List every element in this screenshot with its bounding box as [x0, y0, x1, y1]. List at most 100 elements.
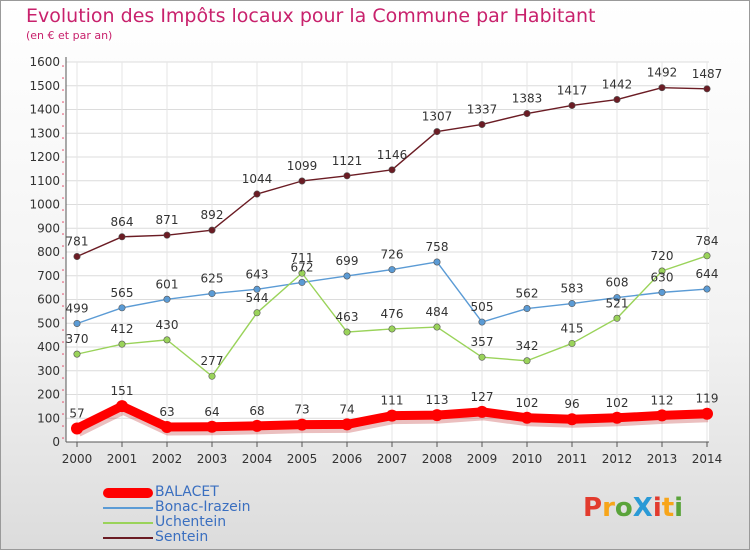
axis-dot	[62, 437, 64, 439]
data-point	[341, 418, 353, 431]
x-tick-label: 2002	[152, 452, 183, 466]
data-label: 1383	[512, 92, 543, 106]
axis-dot	[62, 209, 64, 211]
y-tick-label: 1500	[29, 79, 60, 93]
data-label: 1417	[557, 83, 588, 97]
data-label: 544	[246, 291, 269, 305]
y-tick-label: 1300	[29, 126, 60, 140]
chart-title: Evolution des Impôts locaux pour la Comm…	[26, 5, 596, 27]
data-label: 342	[516, 339, 539, 353]
data-point	[568, 339, 576, 347]
data-label: 68	[249, 404, 264, 418]
data-point	[161, 421, 173, 434]
axis-dot	[62, 161, 64, 163]
data-label: 113	[426, 393, 449, 407]
axis-dot	[62, 149, 64, 151]
data-label: 1487	[692, 67, 723, 81]
data-label: 1307	[422, 110, 453, 124]
y-tick-label: 600	[37, 293, 60, 307]
data-label: 565	[111, 286, 134, 300]
data-point	[116, 400, 128, 413]
y-tick-label: 200	[37, 388, 60, 402]
axis-dot	[62, 317, 64, 319]
legend-swatch	[103, 522, 153, 524]
data-label: 608	[606, 276, 629, 290]
data-point	[478, 353, 486, 361]
data-point	[73, 350, 81, 358]
data-label: 1044	[242, 172, 273, 186]
y-tick-label: 1200	[29, 150, 60, 164]
x-tick-label: 2011	[557, 452, 588, 466]
y-tick-label: 100	[37, 411, 60, 425]
axis-dot	[62, 365, 64, 367]
axis-dot	[62, 77, 64, 79]
data-point	[343, 328, 351, 336]
data-label: 64	[204, 405, 219, 419]
axis-dot	[62, 245, 64, 247]
data-label: 583	[561, 282, 584, 296]
axis-dot	[62, 377, 64, 379]
x-tick-label: 2013	[647, 452, 678, 466]
data-label: 119	[696, 392, 719, 406]
data-label: 1442	[602, 78, 633, 92]
data-label: 758	[426, 240, 449, 254]
x-tick-label: 2008	[422, 452, 453, 466]
data-point	[298, 269, 306, 277]
legend-label: Uchentein	[155, 514, 227, 530]
legend-label: Bonac-Irazein	[155, 499, 251, 515]
data-point	[388, 266, 396, 274]
axis-dot	[62, 125, 64, 127]
data-point	[658, 288, 666, 296]
data-point	[478, 318, 486, 326]
data-label: 112	[651, 393, 674, 407]
axis-dot	[62, 257, 64, 259]
data-label: 720	[651, 249, 674, 263]
data-point	[343, 172, 351, 180]
data-point	[386, 409, 398, 422]
data-point	[251, 419, 263, 432]
axis-dot	[62, 137, 64, 139]
legend-label: BALACET	[155, 484, 219, 500]
data-label: 63	[159, 405, 174, 419]
x-tick-label: 2012	[602, 452, 633, 466]
data-label: 864	[111, 215, 134, 229]
data-label: 562	[516, 287, 539, 301]
data-label: 102	[516, 396, 539, 410]
data-label: 151	[111, 384, 134, 398]
data-point	[566, 413, 578, 426]
y-tick-label: 400	[37, 340, 60, 354]
data-label: 521	[606, 296, 629, 310]
data-label: 484	[426, 305, 449, 319]
data-point	[253, 190, 261, 198]
data-label: 430	[156, 318, 179, 332]
data-label: 601	[156, 277, 179, 291]
data-label: 726	[381, 248, 404, 262]
data-label: 412	[111, 322, 134, 336]
legend-swatch	[103, 507, 153, 509]
data-label: 357	[471, 335, 494, 349]
data-point	[568, 300, 576, 308]
data-point	[118, 304, 126, 312]
data-point	[298, 177, 306, 185]
data-label: 625	[201, 272, 224, 286]
data-point	[613, 294, 621, 302]
data-label: 102	[606, 396, 629, 410]
data-label: 499	[66, 301, 89, 315]
axis-dot	[62, 197, 64, 199]
axis-dot	[62, 305, 64, 307]
data-point	[433, 258, 441, 266]
data-point	[298, 278, 306, 286]
axis-dot	[62, 353, 64, 355]
axis-dot	[62, 65, 64, 67]
x-tick-label: 2000	[62, 452, 93, 466]
data-label: 370	[66, 332, 89, 346]
data-label: 784	[696, 234, 719, 248]
y-tick-label: 800	[37, 245, 60, 259]
data-point	[703, 85, 711, 93]
y-tick-label: 1100	[29, 174, 60, 188]
data-point	[206, 420, 218, 433]
data-label: 1121	[332, 154, 363, 168]
data-label: 505	[471, 300, 494, 314]
axis-dot	[62, 389, 64, 391]
x-tick-label: 2003	[197, 452, 228, 466]
